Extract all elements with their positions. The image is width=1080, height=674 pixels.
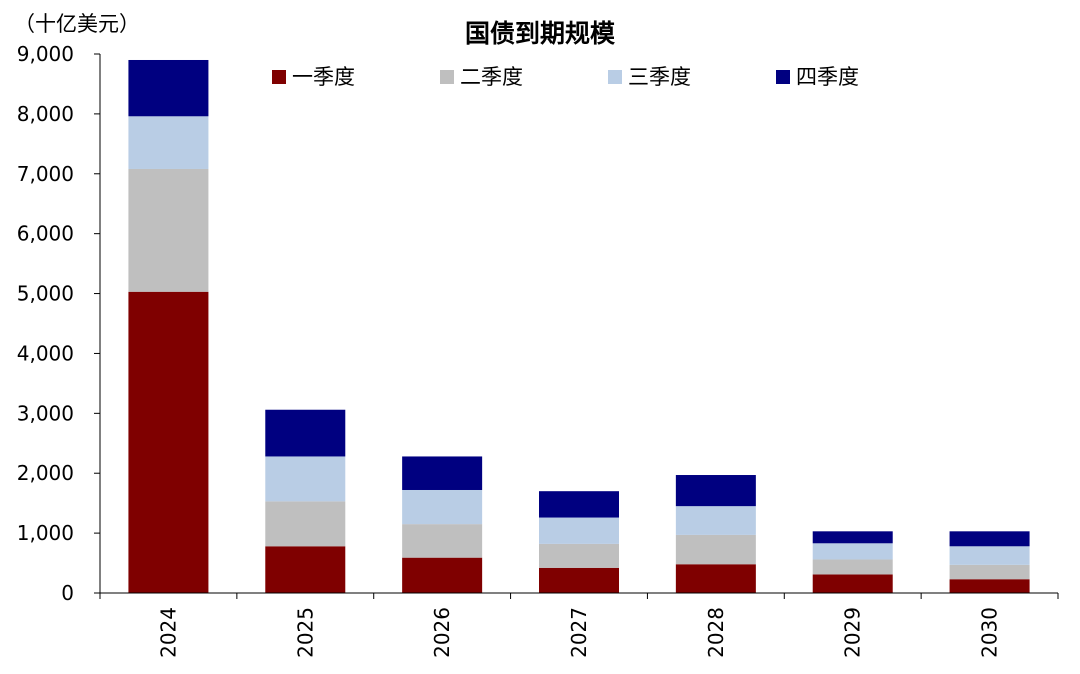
legend-label-q1: 一季度 xyxy=(292,65,355,89)
y-axis-unit-label: （十亿美元） xyxy=(14,12,140,36)
bar-2029-q2 xyxy=(812,559,893,575)
y-tick-label: 6,000 xyxy=(17,222,74,246)
bar-2026-q1 xyxy=(402,557,483,593)
bar-2028-q3 xyxy=(675,506,756,535)
bar-2030-q3 xyxy=(949,546,1030,565)
bar-2027-q2 xyxy=(539,543,619,568)
bar-2026-q4 xyxy=(402,456,483,490)
x-tick-label: 2028 xyxy=(704,607,728,658)
legend-swatch-q2 xyxy=(440,70,454,84)
bar-2026-q3 xyxy=(402,489,483,525)
x-tick-label: 2026 xyxy=(430,607,454,658)
bar-2025-q4 xyxy=(265,409,346,457)
bar-2028-q4 xyxy=(675,475,756,507)
y-tick-label: 0 xyxy=(61,581,74,605)
x-tick-label: 2027 xyxy=(567,607,591,658)
y-tick-label: 4,000 xyxy=(17,341,74,365)
bar-2030-q4 xyxy=(949,531,1030,547)
y-tick-label: 9,000 xyxy=(17,42,74,66)
bar-2026-q2 xyxy=(402,524,483,558)
legend-swatch-q3 xyxy=(608,70,622,84)
bar-2024-q4 xyxy=(128,59,209,117)
bar-2025-q3 xyxy=(265,456,346,502)
legend-label-q3: 三季度 xyxy=(628,65,691,89)
chart-title: 国债到期规模 xyxy=(464,19,615,48)
y-tick-label: 7,000 xyxy=(17,162,74,186)
y-tick-label: 3,000 xyxy=(17,401,74,425)
bar-2029-q1 xyxy=(812,574,893,593)
bar-2030-q1 xyxy=(949,579,1030,593)
bar-2024-q3 xyxy=(128,116,209,169)
x-tick-label: 2029 xyxy=(841,607,865,658)
bar-2030-q2 xyxy=(949,564,1030,580)
y-tick-label: 1,000 xyxy=(17,521,74,545)
bar-2025-q1 xyxy=(265,546,346,593)
y-tick-label: 2,000 xyxy=(17,461,74,485)
x-tick-label: 2024 xyxy=(156,607,180,658)
bar-2029-q4 xyxy=(812,531,893,544)
legend-swatch-q4 xyxy=(776,70,790,84)
legend-label-q2: 二季度 xyxy=(460,65,523,89)
bar-2029-q3 xyxy=(812,543,893,560)
legend-label-q4: 四季度 xyxy=(796,65,859,89)
bar-2025-q2 xyxy=(265,501,346,547)
bar-2027-q3 xyxy=(539,517,619,544)
y-tick-label: 8,000 xyxy=(17,102,74,126)
bar-2028-q1 xyxy=(675,564,756,593)
bar-2024-q2 xyxy=(128,168,209,292)
bar-2027-q4 xyxy=(539,491,619,518)
y-tick-label: 5,000 xyxy=(17,282,74,306)
legend-swatch-q1 xyxy=(272,70,286,84)
bar-2027-q1 xyxy=(539,567,619,593)
x-tick-label: 2030 xyxy=(978,607,1002,658)
bar-2024-q1 xyxy=(128,291,209,593)
x-tick-label: 2025 xyxy=(293,607,317,658)
bar-2028-q2 xyxy=(675,534,756,565)
